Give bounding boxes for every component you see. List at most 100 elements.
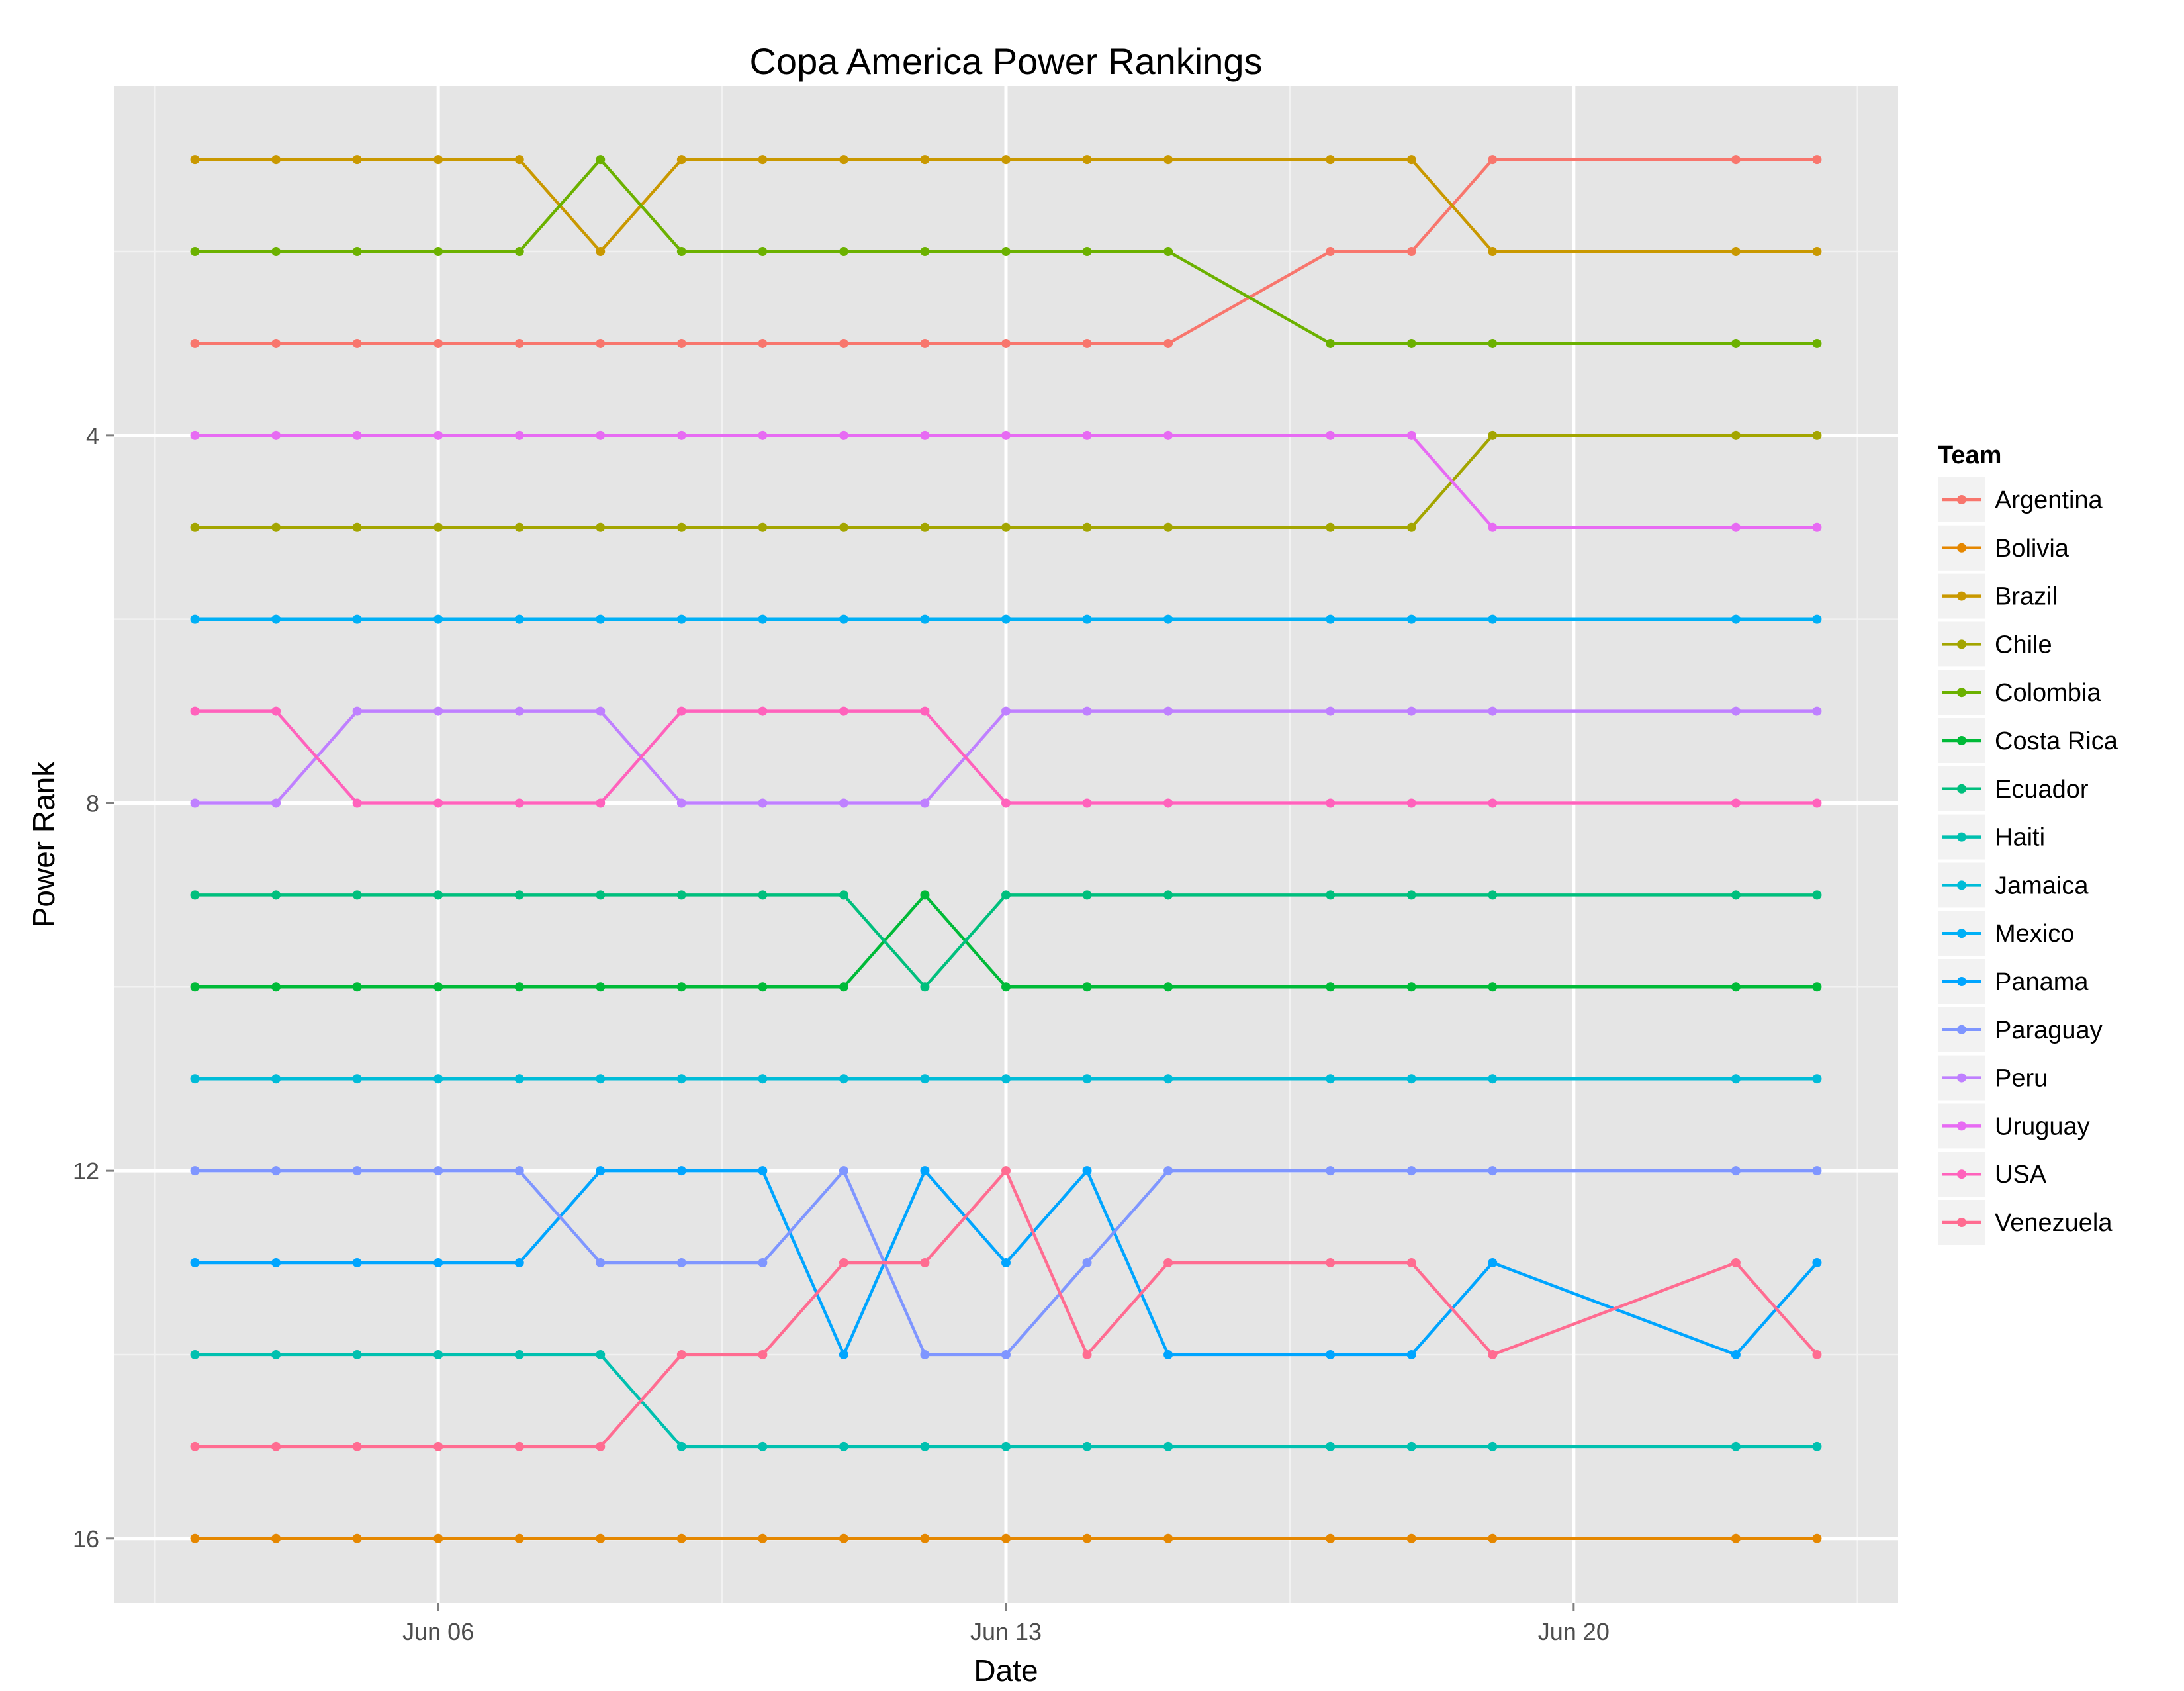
- data-point-panama: [1163, 1349, 1173, 1359]
- legend-key-point: [1957, 543, 1966, 553]
- data-point-costa-rica: [1001, 982, 1011, 992]
- data-point-paraguay: [1812, 1166, 1822, 1176]
- data-point-mexico: [433, 614, 443, 624]
- data-point-argentina: [1812, 155, 1822, 165]
- legend-key-point: [1957, 1025, 1966, 1034]
- legend-entry-mexico: Mexico: [1937, 909, 2074, 958]
- data-point-chile: [758, 522, 768, 532]
- data-point-colombia: [920, 247, 930, 257]
- data-point-haiti: [758, 1441, 768, 1451]
- data-point-ecuador: [271, 890, 281, 900]
- data-point-paraguay: [596, 1258, 606, 1268]
- data-point-paraguay: [1406, 1166, 1416, 1176]
- series-jamaica: [190, 1074, 1822, 1084]
- data-point-mexico: [676, 614, 686, 624]
- data-point-brazil: [1326, 155, 1336, 165]
- y-tick-label: 4: [86, 422, 99, 449]
- data-point-argentina: [758, 338, 768, 348]
- data-point-costa-rica: [1812, 982, 1822, 992]
- data-point-bolivia: [190, 1533, 200, 1543]
- legend-entry-ecuador: Ecuador: [1937, 764, 2089, 813]
- data-point-uruguay: [514, 430, 524, 440]
- data-point-paraguay: [758, 1258, 768, 1268]
- series-line-usa: [195, 709, 1817, 805]
- data-point-colombia: [1001, 247, 1011, 257]
- data-point-costa-rica: [596, 982, 606, 992]
- data-point-panama: [514, 1258, 524, 1268]
- data-point-argentina: [1001, 338, 1011, 348]
- data-point-argentina: [1326, 247, 1336, 257]
- data-point-argentina: [596, 338, 606, 348]
- data-point-argentina: [433, 338, 443, 348]
- data-point-colombia: [758, 247, 768, 257]
- data-point-peru: [1406, 706, 1416, 716]
- data-point-ecuador: [1163, 890, 1173, 900]
- data-point-ecuador: [1001, 890, 1011, 900]
- data-point-uruguay: [1731, 522, 1741, 532]
- data-point-ecuador: [352, 890, 362, 900]
- data-point-usa: [920, 706, 930, 716]
- legend-label: Venezuela: [1995, 1209, 2113, 1237]
- data-point-argentina: [1082, 338, 1092, 348]
- data-point-usa: [1082, 798, 1092, 808]
- data-point-panama: [190, 1258, 200, 1268]
- data-point-haiti: [1406, 1441, 1416, 1451]
- data-point-costa-rica: [433, 982, 443, 992]
- data-point-bolivia: [1488, 1533, 1498, 1543]
- legend-entry-colombia: Colombia: [1937, 668, 2101, 717]
- data-point-mexico: [1406, 614, 1416, 624]
- data-point-chile: [1406, 522, 1416, 532]
- series-argentina: [190, 155, 1822, 348]
- data-point-argentina: [839, 338, 848, 348]
- data-point-paraguay: [514, 1166, 524, 1176]
- data-point-brazil: [758, 155, 768, 165]
- data-point-uruguay: [1163, 430, 1173, 440]
- data-point-peru: [190, 798, 200, 808]
- data-point-haiti: [839, 1441, 848, 1451]
- data-point-venezuela: [1731, 1258, 1741, 1268]
- data-point-jamaica: [1001, 1074, 1011, 1084]
- data-point-peru: [839, 798, 848, 808]
- data-point-mexico: [920, 614, 930, 624]
- data-point-chile: [1488, 430, 1498, 440]
- data-point-jamaica: [596, 1074, 606, 1084]
- data-point-bolivia: [352, 1533, 362, 1543]
- data-point-venezuela: [1326, 1258, 1336, 1268]
- data-point-panama: [596, 1166, 606, 1176]
- data-point-costa-rica: [352, 982, 362, 992]
- data-point-jamaica: [1163, 1074, 1173, 1084]
- data-point-bolivia: [271, 1533, 281, 1543]
- data-point-mexico: [352, 614, 362, 624]
- legend-entry-chile: Chile: [1937, 620, 2052, 668]
- legend-key-point: [1957, 736, 1966, 745]
- data-point-usa: [433, 798, 443, 808]
- data-point-argentina: [190, 338, 200, 348]
- data-point-costa-rica: [1731, 982, 1741, 992]
- data-point-haiti: [1731, 1441, 1741, 1451]
- data-point-chile: [920, 522, 930, 532]
- data-point-uruguay: [271, 430, 281, 440]
- legend-entry-panama: Panama: [1937, 958, 2089, 1005]
- data-point-chile: [352, 522, 362, 532]
- data-point-mexico: [190, 614, 200, 624]
- data-point-mexico: [1001, 614, 1011, 624]
- legend-key-point: [1957, 784, 1966, 794]
- axes: Copa America Power Rankings Date Power R…: [26, 40, 1610, 1688]
- data-point-ecuador: [839, 890, 848, 900]
- data-point-colombia: [190, 247, 200, 257]
- data-point-chile: [1731, 430, 1741, 440]
- legend-label: Haiti: [1995, 824, 2045, 852]
- legend-key-point: [1957, 1073, 1966, 1083]
- data-point-costa-rica: [1082, 982, 1092, 992]
- data-point-venezuela: [596, 1441, 606, 1451]
- data-point-peru: [1163, 706, 1173, 716]
- data-point-ecuador: [920, 982, 930, 992]
- data-point-paraguay: [1488, 1166, 1498, 1176]
- data-point-chile: [839, 522, 848, 532]
- data-point-venezuela: [1001, 1166, 1011, 1176]
- data-point-haiti: [1812, 1441, 1822, 1451]
- data-point-uruguay: [1082, 430, 1092, 440]
- data-point-paraguay: [1082, 1258, 1092, 1268]
- data-point-bolivia: [433, 1533, 443, 1543]
